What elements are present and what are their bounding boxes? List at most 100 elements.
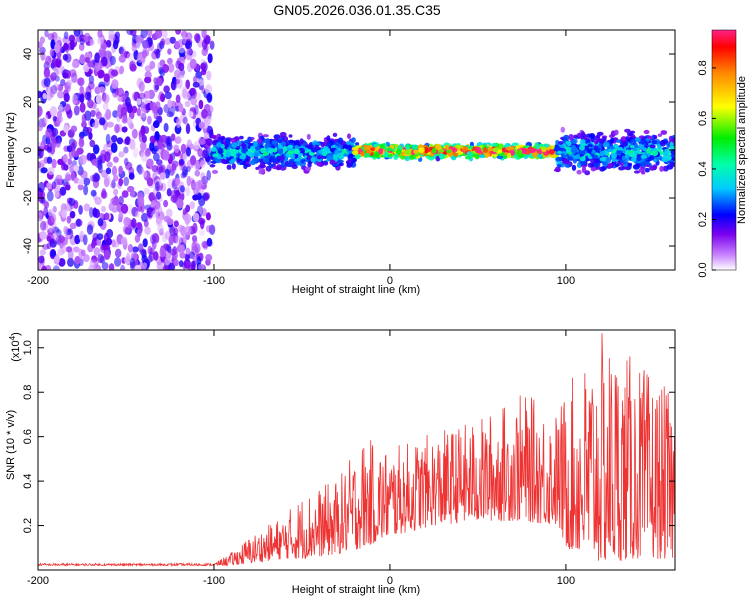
spectrogram-cell xyxy=(326,135,331,142)
spectrogram-cell xyxy=(178,103,184,113)
spectrogram-cell xyxy=(38,212,43,220)
spectrogram-cell xyxy=(84,57,90,63)
spectrogram-cell xyxy=(63,225,68,234)
spectrogram-cell xyxy=(560,126,566,133)
spectrogram-cell xyxy=(322,141,327,146)
spectrogram-cell xyxy=(53,82,59,92)
spectrogram-cell xyxy=(164,91,172,100)
spectrogram-cell xyxy=(151,210,159,219)
spectrogram-cell xyxy=(257,138,262,144)
spectrogram-cell xyxy=(217,148,224,154)
spectrogram-cell xyxy=(342,145,350,149)
spectrogram-cell xyxy=(79,86,84,93)
y-tick-label: 20 xyxy=(22,96,34,108)
spectrogram-cell xyxy=(215,159,222,164)
spectrogram-cell xyxy=(554,147,561,152)
spectrogram-cell xyxy=(146,158,154,168)
spectrogram-cell xyxy=(97,218,104,227)
spectrogram-cell xyxy=(126,52,134,62)
spectrogram-cell xyxy=(625,149,631,155)
spectrogram-cell xyxy=(370,147,376,152)
spectrogram-cell xyxy=(126,116,133,127)
spectrogram-cell xyxy=(103,93,110,104)
spectrogram-cell xyxy=(155,48,161,59)
spectrogram-cell xyxy=(409,154,415,160)
spectrogram-cell xyxy=(52,265,60,270)
spectrogram-cell xyxy=(146,30,153,38)
spectrogram-cell xyxy=(131,218,137,229)
spectrogram-cell xyxy=(152,145,159,152)
spectrogram-cell xyxy=(633,147,638,152)
spectrogram-cell xyxy=(106,121,114,128)
spectrogram-cell xyxy=(200,62,207,70)
spectrogram-cell xyxy=(364,153,371,158)
spectrogram-cell xyxy=(641,170,646,175)
spectrogram-cell xyxy=(588,133,596,139)
spectrogram-cell xyxy=(194,33,201,42)
spectrogram-cell xyxy=(38,255,45,264)
spectrogram-cell xyxy=(205,254,213,262)
spectrogram-cell xyxy=(67,158,73,166)
spectrogram-cell xyxy=(100,190,108,199)
spectrogram-cell xyxy=(659,165,664,172)
spectrogram-cell xyxy=(179,113,187,123)
spectrogram-cell xyxy=(587,162,594,168)
spectrogram-cell xyxy=(136,228,142,237)
spectrogram-cell xyxy=(105,133,111,145)
spectrogram-cell xyxy=(100,42,107,51)
spectrogram-cell xyxy=(78,138,85,148)
spectrogram-cell xyxy=(39,220,47,231)
spectrogram-cell xyxy=(504,152,509,156)
spectrogram-cell xyxy=(141,134,147,143)
spectrogram-cell xyxy=(38,181,45,193)
spectrogram-cell xyxy=(54,253,60,265)
spectrogram-cell xyxy=(157,141,163,150)
spectrogram-cell xyxy=(669,141,674,148)
spectrogram-cell xyxy=(351,147,359,151)
spectrogram-cell xyxy=(52,231,59,242)
spectrogram-cell xyxy=(482,147,488,154)
spectrogram-cell xyxy=(178,62,185,72)
spectrogram-cell xyxy=(207,105,214,114)
spectrogram-cell xyxy=(189,201,195,210)
spectrogram-cell xyxy=(451,156,457,161)
spectrogram-cell xyxy=(203,132,210,139)
spectrogram-cell xyxy=(185,123,191,135)
spectrogram-cell xyxy=(99,117,106,126)
spectrogram-cell xyxy=(106,39,112,48)
spectrogram-cell xyxy=(46,182,52,190)
spectrogram-cell xyxy=(209,40,215,50)
spectrogram-cell xyxy=(176,117,181,129)
spectrogram-cell xyxy=(71,149,76,158)
spectrogram-cell xyxy=(225,151,231,158)
spectrogram-cell xyxy=(61,245,67,254)
x-tick-label: -100 xyxy=(203,575,225,587)
spectrogram-cell xyxy=(278,155,285,161)
spectrogram-cell xyxy=(496,155,504,160)
spectrogram-cell xyxy=(258,170,264,175)
spectrogram-cell xyxy=(65,174,72,182)
spectrogram-cell xyxy=(84,91,91,101)
spectrogram-cell xyxy=(192,222,198,234)
spectrogram-cell xyxy=(128,172,135,180)
y-tick-label: 0.4 xyxy=(22,473,34,488)
spectrogram-cell xyxy=(109,55,116,66)
spectrogram-cell xyxy=(236,140,242,146)
spectrogram-cell xyxy=(250,160,256,166)
spectrogram-cell xyxy=(636,156,642,161)
spectrogram-cell xyxy=(138,92,146,100)
spectrogram-cell xyxy=(185,247,191,255)
spectrogram-cell xyxy=(105,237,113,246)
spectrogram-cell xyxy=(63,42,69,51)
spectrogram-cell xyxy=(166,137,172,145)
spectrogram-cell xyxy=(614,163,619,168)
spectrogram-cell xyxy=(633,170,641,174)
spectrogram-cell xyxy=(239,154,246,160)
spectrogram-cell xyxy=(195,71,203,79)
spectrogram-cell xyxy=(58,103,64,112)
spectrogram-cell xyxy=(288,158,294,163)
spectrogram-cell xyxy=(185,40,193,49)
spectrogram-cell xyxy=(153,152,160,162)
spectrogram-cell xyxy=(169,36,176,44)
spectrogram-cell xyxy=(38,262,42,270)
